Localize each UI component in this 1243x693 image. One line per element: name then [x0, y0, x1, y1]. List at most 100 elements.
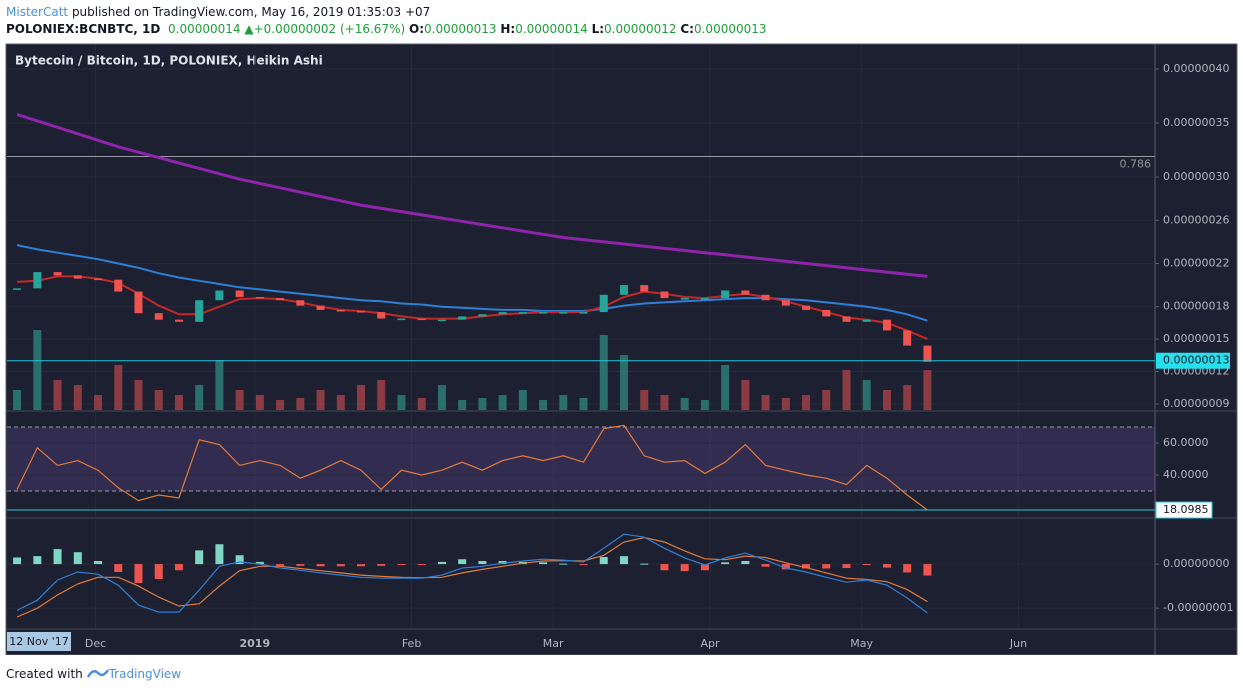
rsi-band	[7, 427, 1155, 491]
y-tick-label: 0.00000030	[1163, 170, 1229, 183]
volume-bar	[619, 355, 628, 410]
volume-bar	[802, 395, 811, 410]
volume-bar	[357, 385, 366, 410]
volume-bar	[761, 395, 770, 410]
histogram-bar	[599, 557, 608, 565]
chart: Bytecoin / Bitcoin, 1D, POLONIEX, Heikin…	[5, 43, 1238, 655]
histogram-bar	[357, 564, 366, 567]
histogram-bar	[336, 564, 345, 567]
volume-bar	[842, 370, 851, 410]
volume-bar	[721, 365, 730, 410]
logo	[86, 669, 109, 678]
volume-bar	[518, 390, 527, 410]
histogram-bar	[923, 564, 932, 576]
y-tick-label: 0.00000000	[1163, 557, 1229, 570]
symbol-line: POLONIEX:BCNBTC, 1D 0.00000014 ▲+0.00000…	[6, 22, 767, 36]
histogram-bar	[94, 560, 103, 565]
histogram-bar	[802, 564, 811, 569]
histogram-bar	[13, 557, 22, 565]
candle	[255, 296, 264, 299]
x-tick-label: Mar	[543, 637, 564, 650]
volume-bar	[903, 385, 912, 410]
histogram-bar	[498, 560, 507, 565]
volume-bar	[640, 390, 649, 410]
volume-bar	[235, 390, 244, 410]
histogram-bar	[619, 556, 628, 565]
candle	[518, 312, 527, 314]
volume-bar	[579, 398, 588, 410]
volume-bar	[33, 330, 42, 410]
ohlc-label: C:	[680, 22, 694, 36]
histogram-bar	[903, 564, 912, 573]
histogram-bar	[842, 564, 851, 569]
histogram-bar	[296, 564, 305, 566]
volume-bar	[700, 400, 709, 410]
candle	[53, 272, 62, 276]
brand[interactable]: TradingView	[108, 667, 182, 681]
y-tick-label: -0.00000001	[1163, 601, 1233, 614]
histogram-bar	[377, 564, 386, 566]
ohlc-value: 0.00000013	[424, 22, 497, 36]
candle	[559, 312, 568, 314]
histogram-bar	[741, 560, 750, 565]
histogram-bar	[539, 562, 548, 565]
candle	[579, 312, 588, 314]
histogram-bar	[235, 555, 244, 565]
candle	[923, 345, 932, 362]
volume-bar	[336, 395, 345, 410]
candle	[73, 275, 82, 279]
volume-bar	[417, 398, 426, 410]
histogram-bar	[862, 564, 871, 566]
histogram-bar	[397, 564, 406, 566]
candle	[134, 291, 143, 314]
y-tick-label: 0.00000009	[1163, 397, 1229, 410]
candle	[33, 272, 42, 289]
chart-title: Bytecoin / Bitcoin, 1D, POLONIEX, Heikin…	[15, 54, 323, 68]
rsi-line	[16, 424, 928, 511]
signal-line	[16, 536, 928, 618]
candle	[316, 305, 325, 310]
histogram-bar	[134, 564, 143, 584]
created-with: Created with	[6, 667, 83, 681]
last-price-label: 0.00000013	[1163, 354, 1229, 367]
y-tick-label: 0.00000022	[1163, 256, 1229, 269]
candle	[154, 313, 163, 320]
candle	[397, 318, 406, 321]
x-tick-label: Jun	[1009, 637, 1027, 650]
macd-line	[16, 533, 928, 614]
x-tick-label: Apr	[700, 637, 720, 650]
candle	[498, 312, 507, 315]
histogram-bar	[781, 564, 790, 570]
candle	[94, 278, 103, 281]
histogram-bar	[316, 564, 325, 567]
volume-bar	[195, 385, 204, 410]
last: 0.00000014	[168, 22, 241, 36]
candle	[377, 312, 386, 319]
y-tick-label: 0.00000040	[1163, 62, 1229, 75]
volume-bar	[255, 395, 264, 410]
cursor-date-box	[7, 632, 71, 651]
histogram-bar	[478, 560, 487, 565]
volume-bar	[498, 395, 507, 410]
histogram-bar	[721, 562, 730, 565]
volume-bar	[437, 385, 446, 410]
volume-bar	[781, 398, 790, 410]
author[interactable]: MisterCatt	[6, 5, 69, 19]
candle	[680, 298, 689, 300]
volume-bar	[397, 395, 406, 410]
histogram-bar	[174, 564, 183, 571]
histogram-bar	[559, 563, 568, 565]
rsi-value-box	[1155, 501, 1213, 519]
histogram-bar	[458, 559, 467, 565]
y-tick-label: 60.0000	[1163, 436, 1209, 449]
y-tick-label: 0.00000015	[1163, 332, 1229, 345]
histogram-bar	[761, 564, 770, 567]
volume-bar	[478, 398, 487, 410]
histogram-bar	[255, 561, 264, 565]
histogram-bar	[53, 549, 62, 565]
change: +0.00000002 (+16.67%)	[253, 22, 406, 36]
histogram-bar	[73, 552, 82, 565]
volume-bar	[134, 380, 143, 410]
candle	[539, 312, 548, 314]
